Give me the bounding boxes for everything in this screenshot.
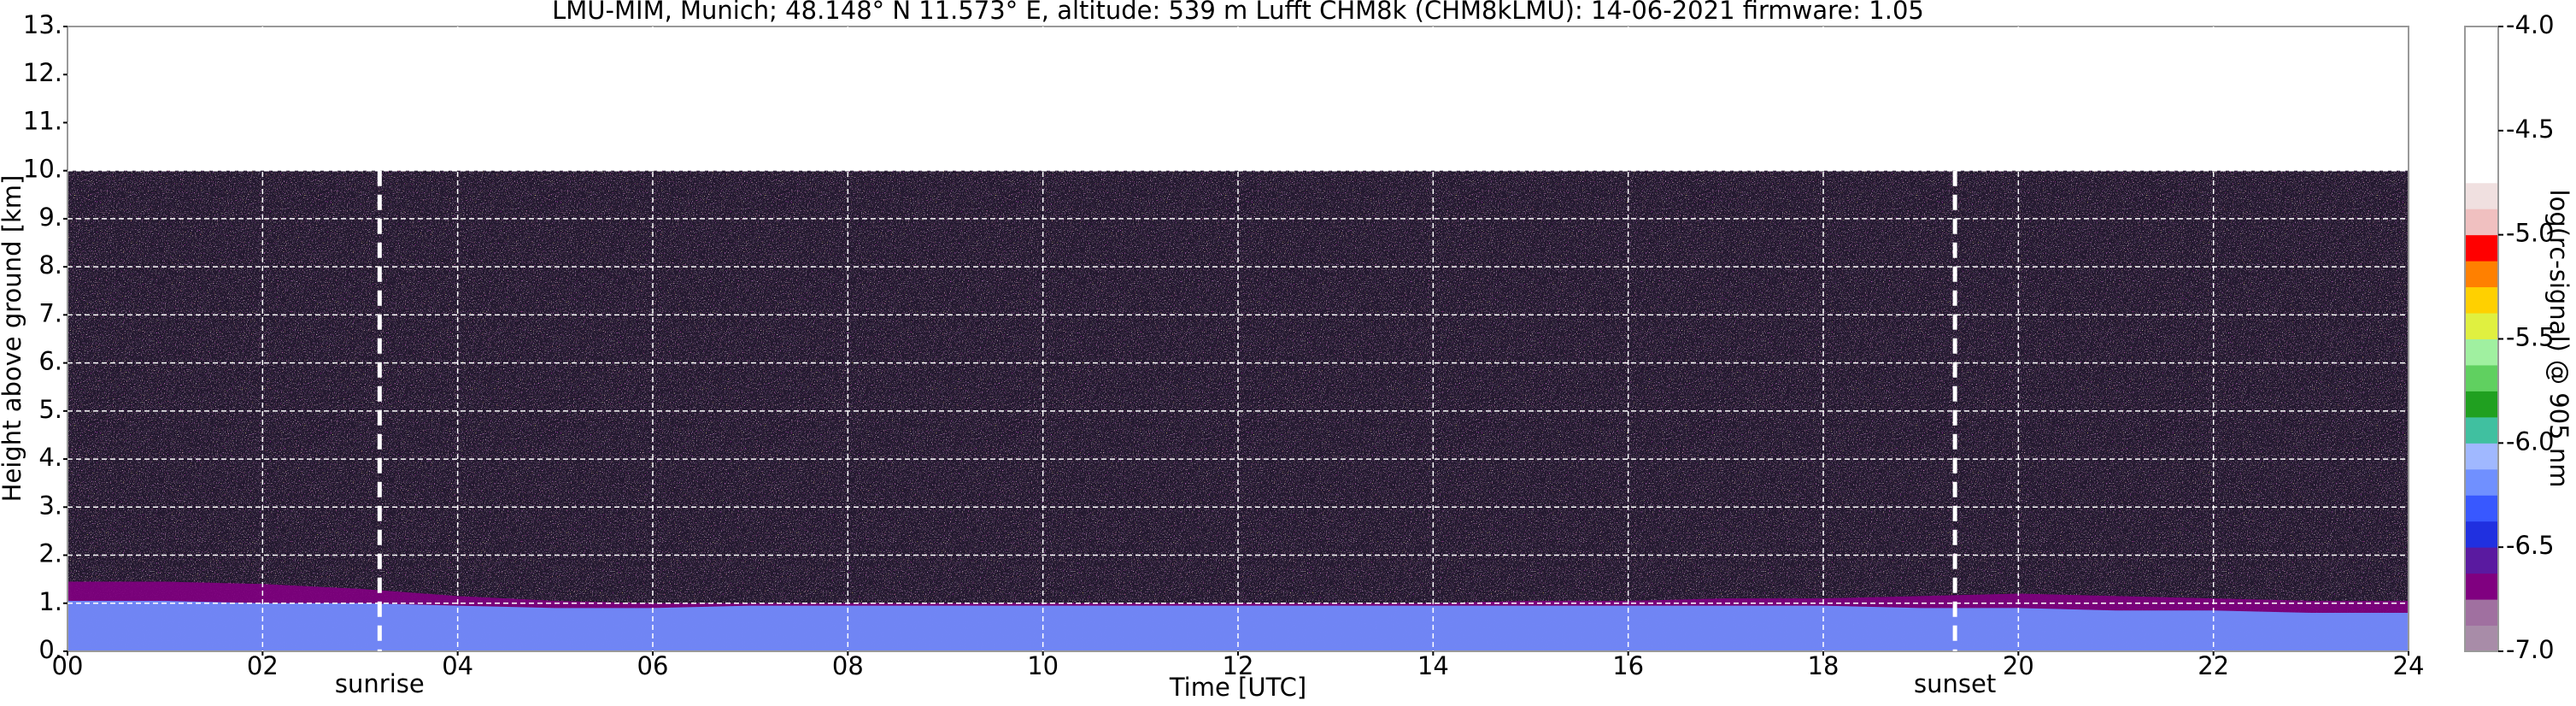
x-tick-label: 12 [1223,651,1254,680]
y-tick-label: 7. [38,298,62,327]
sun-marker-label: sunrise [335,669,425,698]
colorbar-segment [2465,364,2498,391]
y-tick-label: 4. [38,443,62,472]
colorbar-segment [2465,261,2498,288]
x-tick-label: 02 [247,651,279,680]
x-tick-label: 24 [2393,651,2425,680]
x-tick-label: 20 [2003,651,2034,680]
colorbar-segment [2465,416,2498,444]
y-tick-label: 6. [38,347,62,376]
colorbar-segment [2465,443,2498,470]
colorbar-segment [2465,234,2498,262]
colorbar-segment [2465,26,2498,79]
x-tick-label: 06 [637,651,669,680]
colorbar-tick-label: -4.5 [2506,115,2555,144]
y-tick-label: 3. [38,491,62,520]
y-tick-label: 9. [38,203,62,232]
y-tick-label: 8. [38,250,62,279]
y-axis-label: Height above ground [km] [0,175,26,503]
x-tick-label: 10 [1027,651,1059,680]
colorbar-segment [2465,625,2498,652]
colorbar-segment [2465,182,2498,209]
x-tick-label: 14 [1417,651,1449,680]
chart-title: LMU-MIM, Munich; 48.148° N 11.573° E, al… [552,0,1924,25]
colorbar-segment [2465,599,2498,627]
x-tick-label: 00 [52,651,84,680]
y-tick-label: 2. [38,539,62,568]
colorbar-segment [2465,391,2498,418]
colorbar-segment [2465,286,2498,314]
colorbar-segment [2465,338,2498,366]
colorbar-segment [2465,521,2498,548]
colorbar-segment [2465,573,2498,600]
x-tick-label: 04 [442,651,473,680]
colorbar-segment [2465,313,2498,339]
colorbar-segment [2465,209,2498,236]
colorbar-tick-label: -4.0 [2506,10,2555,39]
x-tick-label: 16 [1612,651,1644,680]
y-tick-label: 12. [23,58,62,87]
colorbar-tick-label: -5.5 [2506,323,2555,352]
sun-marker-label: sunset [1914,669,1996,698]
colorbar-segment [2465,78,2498,132]
colorbar-tick-label: -6.5 [2506,531,2555,560]
colorbar-tick-label: -6.0 [2506,427,2555,456]
y-tick-label: 13. [23,10,62,39]
y-tick-label: 5. [38,395,62,424]
x-tick-label: 22 [2198,651,2229,680]
colorbar-segment [2465,468,2498,496]
colorbar-segment [2465,130,2498,184]
colorbar-tick-label: -5.0 [2506,219,2555,248]
colorbar-tick-label: -7.0 [2506,635,2555,664]
colorbar-segment [2465,547,2498,574]
y-tick-label: 10. [23,155,62,184]
colorbar-label: log(rc-signal) @ 905 nm [2544,190,2573,488]
y-tick-label: 1. [38,587,62,616]
x-axis-label: Time [UTC] [1169,673,1306,702]
colorbar-segment [2465,495,2498,522]
x-tick-label: 08 [832,651,864,680]
y-tick-label: 0. [38,635,62,664]
x-tick-label: 18 [1808,651,1840,680]
y-tick-label: 11. [23,106,62,135]
